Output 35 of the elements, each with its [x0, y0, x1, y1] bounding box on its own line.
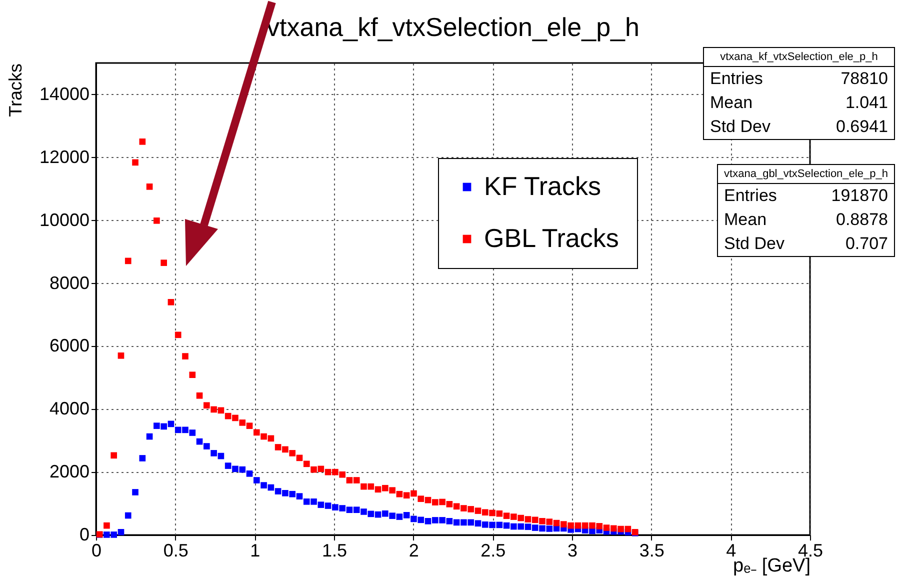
text: 1.041 — [845, 92, 888, 114]
y-tick-label: 8000 — [49, 272, 90, 293]
text: 78810 — [840, 68, 888, 90]
y-tick-label: 2000 — [49, 462, 90, 482]
text: 0.6941 — [836, 116, 888, 138]
annotation: Entries — [710, 68, 763, 90]
x-tick-label: 4 — [726, 540, 736, 560]
annotation: vtxana_kf_vtxSelection_ele_p_h — [704, 48, 894, 67]
y-tick-label: 10000 — [39, 210, 90, 230]
annotation: Entries — [724, 185, 777, 207]
x-tick-label: 1.5 — [322, 540, 348, 560]
x-tick-label: 1 — [250, 540, 260, 560]
chart-title: vtxana_kf_vtxSelection_ele_p_h — [266, 12, 640, 42]
x-tick-label: 2 — [408, 540, 419, 560]
x-tick-label: 0.5 — [163, 540, 188, 560]
legend-label: GBL Tracks — [484, 223, 619, 253]
y-tick-label: 0 — [79, 524, 90, 544]
y-tick-label: 14000 — [39, 84, 90, 104]
annotation: vtxana_gbl_vtxSelection_ele_p_h — [718, 165, 894, 184]
annotation: Mean — [710, 92, 753, 114]
y-axis-title: Tracks — [5, 64, 26, 117]
annotation: Mean — [724, 209, 767, 231]
annotation: Std Dev — [724, 233, 784, 255]
y-tick-label: 6000 — [49, 336, 90, 356]
x-tick-label: 0 — [91, 540, 102, 560]
y-tick-label: 4000 — [49, 398, 90, 419]
text: 191870 — [831, 185, 888, 207]
y-tick-label: 12000 — [39, 146, 90, 167]
annotation: Std Dev — [710, 116, 770, 138]
text: 0.8878 — [836, 209, 888, 231]
x-tick-label: 3 — [567, 540, 578, 560]
legend-label: KF Tracks — [484, 171, 602, 201]
x-tick-label: 3.5 — [639, 540, 664, 560]
text: 0.707 — [845, 233, 888, 255]
x-tick-label: 2.5 — [480, 540, 506, 560]
